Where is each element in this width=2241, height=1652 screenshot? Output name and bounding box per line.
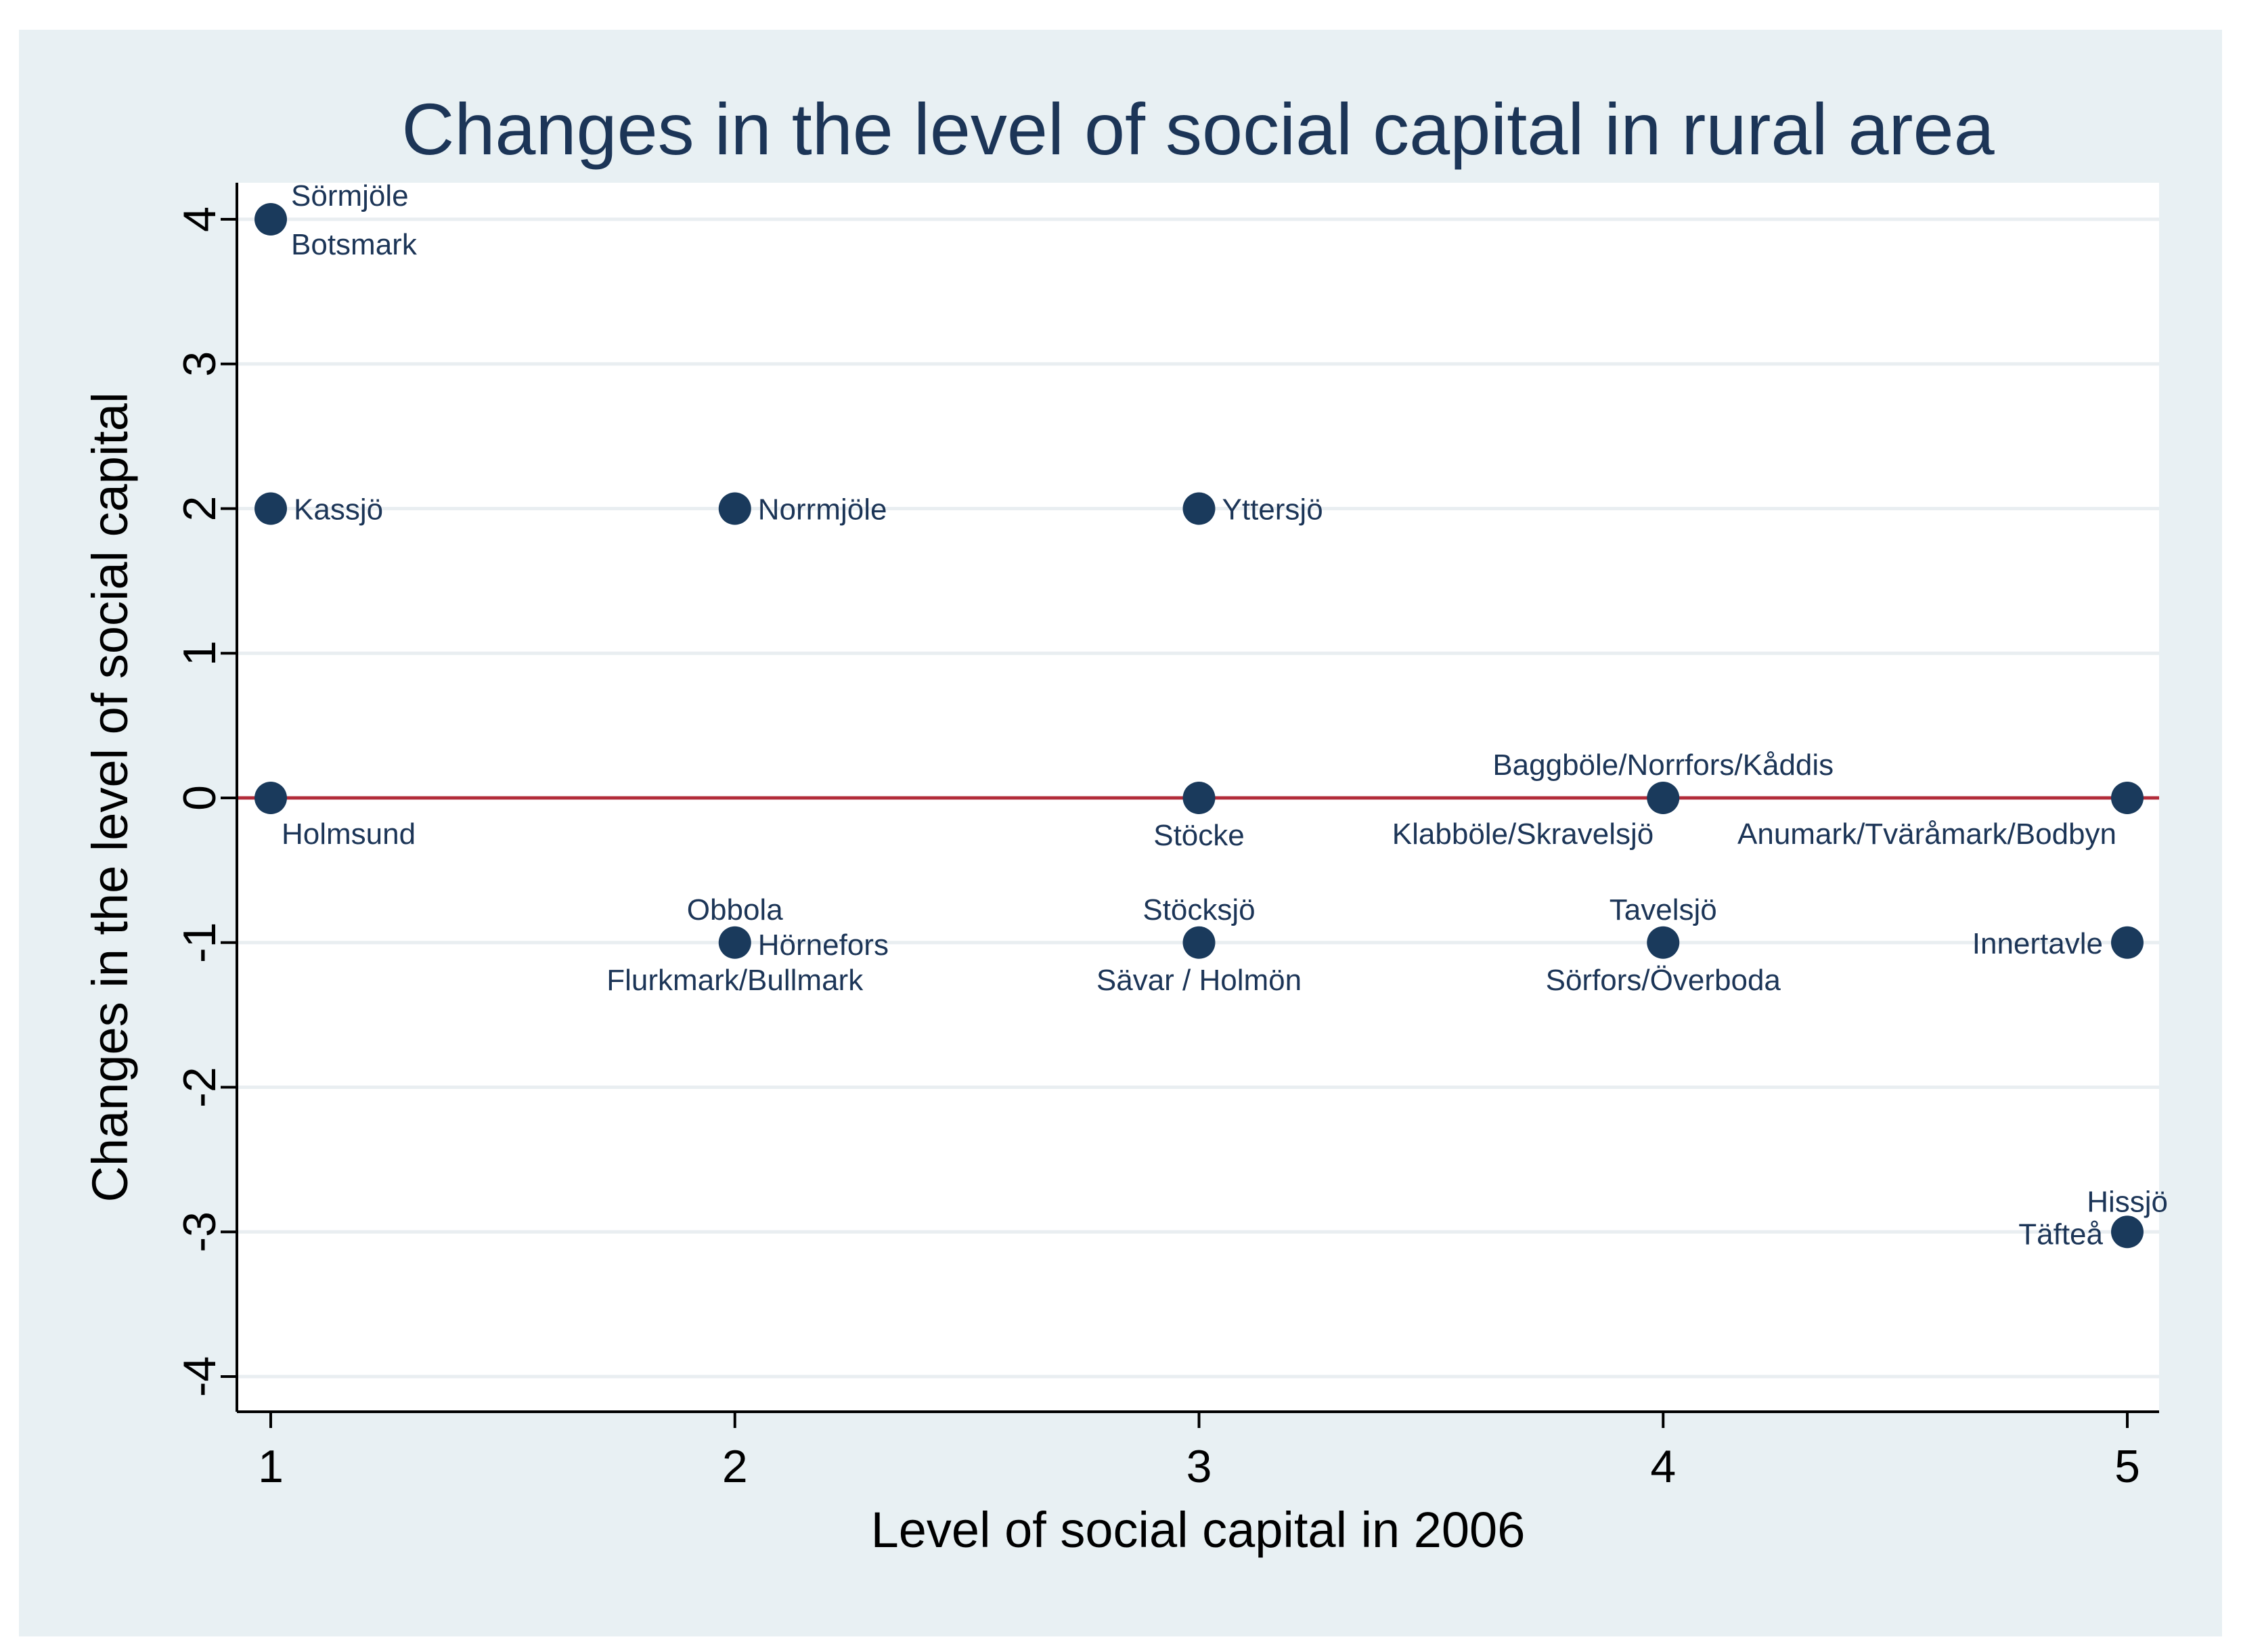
point-label: Norrmjöle [758,493,887,527]
y-axis-title: Changes in the level of social capital [82,392,138,1202]
y-tick-label: 1 [174,640,225,666]
data-point [1182,782,1216,814]
point-label: Hörnefors [758,929,889,962]
x-tick-label: 3 [1186,1441,1212,1492]
point-label: Hissjö [2087,1185,2168,1218]
x-tick-label: 2 [722,1441,748,1492]
data-point [254,492,287,525]
data-point [1182,492,1216,525]
data-point [1647,782,1680,814]
data-point [2111,1215,2144,1249]
data-point [718,926,751,959]
data-point [2111,926,2144,959]
x-axis-title: Level of social capital in 2006 [871,1502,1526,1558]
y-tick-label: 3 [174,351,225,377]
point-label: Täfteå [2018,1218,2103,1251]
y-tick-label: 0 [174,785,225,811]
point-label: Sörfors/Överboda [1546,964,1781,997]
point-label: Innertavle [1972,927,2103,960]
y-tick-label: -1 [174,922,225,963]
x-tick-label: 4 [1650,1441,1676,1492]
point-label: Flurkmark/Bullmark [606,964,864,997]
point-labels: Sörmjöle Botsmark Kassjö Holmsund Norrmjöle O… [282,179,2168,1251]
point-label: Klabböle/Skravelsjö [1392,818,1654,851]
data-points [254,203,2144,1249]
x-tick-label: 1 [258,1441,284,1492]
point-label: Holmsund [282,818,416,851]
y-tick-label: -3 [174,1211,225,1252]
y-tick-label: -2 [174,1067,225,1107]
point-label: Anumark/Tväråmark/Bodbyn [1737,818,2116,851]
data-point [2111,782,2144,814]
data-point [1647,926,1680,959]
data-point [254,782,287,814]
point-label: Baggböle/Norrfors/Kåddis [1492,749,1834,782]
point-label: Botsmark [291,228,418,261]
point-label: Obbola [687,893,783,927]
data-point [1182,926,1216,959]
point-label: Yttersjö [1222,493,1323,527]
point-label: Sörmjöle [291,179,409,213]
point-label: Sävar / Holmön [1096,964,1302,997]
x-tick-label: 5 [2114,1441,2140,1492]
y-tick-label: 2 [174,496,225,522]
ticks: -4 -3 -2 -1 0 1 2 3 4 1 2 3 4 5 [174,206,2140,1492]
point-label: Stöcksjö [1142,893,1255,927]
point-label: Kassjö [294,493,383,527]
chart-title: Changes in the level of social capital i… [401,88,1995,170]
data-point [718,492,751,525]
point-label: Stöcke [1153,819,1245,852]
point-label: Tavelsjö [1610,893,1717,927]
y-tick-label: -4 [174,1356,225,1397]
y-tick-label: 4 [174,206,225,232]
data-point [254,203,287,236]
